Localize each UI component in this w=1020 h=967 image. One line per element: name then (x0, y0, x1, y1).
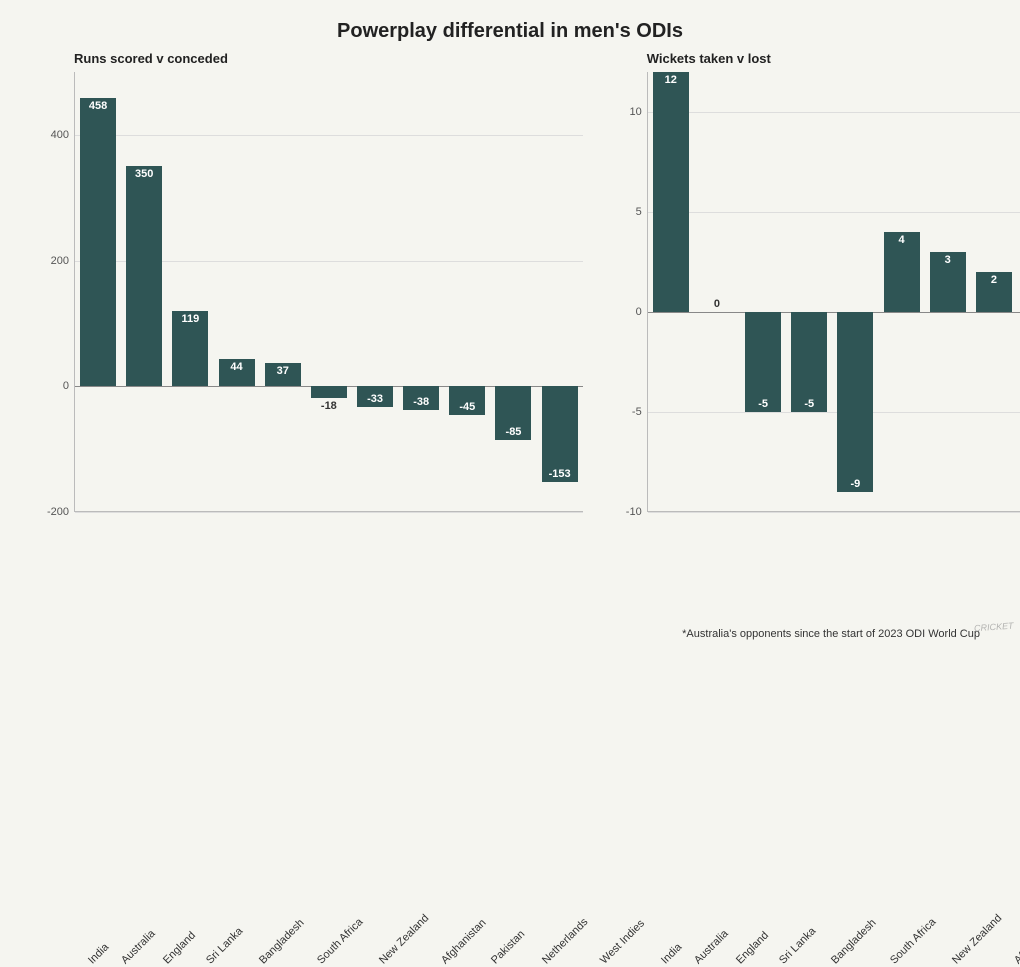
bar-value-label: 458 (89, 100, 107, 112)
y-tick-label: -10 (626, 506, 648, 518)
x-axis-labels: IndiaAustraliaEnglandSri LankaBangladesh… (647, 952, 1020, 964)
x-axis-label: Afghanistan (1012, 917, 1020, 967)
bar: 3 (930, 252, 966, 312)
bar: -45 (449, 386, 485, 414)
bar-slot: 119 (167, 72, 213, 511)
bar: 37 (265, 363, 301, 386)
bar-value-label: -18 (321, 400, 337, 412)
bar-value-label: -9 (851, 478, 861, 490)
bar-value-label: -153 (549, 468, 571, 480)
bar: 4 (884, 232, 920, 312)
bar-value-label: -45 (459, 401, 475, 413)
gridline (648, 512, 1020, 513)
bar: -9 (837, 312, 873, 492)
bar-value-label: 350 (135, 168, 153, 180)
chart-title: Powerplay differential in men's ODIs (0, 0, 1020, 51)
bar-slot: 0 (694, 72, 740, 511)
bar: -38 (403, 386, 439, 410)
bar: 119 (172, 311, 208, 386)
bar-slot: 4 (878, 72, 924, 511)
bar: 350 (126, 166, 162, 386)
bar: 2 (976, 272, 1012, 312)
bar-slot: -153 (537, 72, 583, 511)
logo-watermark: CRICKET (974, 621, 1014, 634)
bar-slot: -5 (740, 72, 786, 511)
bar-slot: -85 (490, 72, 536, 511)
bar-value-label: -38 (413, 396, 429, 408)
bar-value-label: 3 (945, 254, 951, 266)
bar-slot: 44 (213, 72, 259, 511)
y-tick-label: 5 (636, 206, 648, 218)
y-tick-label: 10 (629, 106, 647, 118)
y-tick-label: 200 (51, 255, 75, 267)
x-axis-labels: IndiaAustraliaEnglandSri LankaBangladesh… (74, 952, 627, 964)
charts-container: Runs scored v conceded -2000200400458350… (0, 51, 1020, 524)
bar-slot: 2 (971, 72, 1017, 511)
y-tick-label: -5 (632, 406, 648, 418)
bar-value-label: 44 (230, 361, 242, 373)
y-tick-label: -200 (47, 506, 75, 518)
bar-value-label: -33 (367, 393, 383, 405)
bar-value-label: 2 (991, 274, 997, 286)
bar-slot: 3 (925, 72, 971, 511)
bar-slot: -33 (352, 72, 398, 511)
bar-slot: 458 (75, 72, 121, 511)
bar: -33 (357, 386, 393, 407)
plot-area-wickets: -10-50510120-5-5-9432-2-40 (647, 72, 1020, 512)
bar: 458 (80, 98, 116, 386)
bar (311, 386, 347, 397)
footnote: *Australia's opponents since the start o… (682, 628, 980, 640)
bar: 44 (219, 359, 255, 387)
bar-value-label: 119 (182, 313, 200, 325)
bar-slot: -45 (444, 72, 490, 511)
chart-panel-runs: Runs scored v conceded -200 0 200 400 458 350… (30, 51, 583, 524)
bar-slot: -9 (832, 72, 878, 511)
x-axis-label: West Indies (598, 917, 647, 966)
bars-row: 458 350 119 44 37 -18 -33 -38 -45 -85 -153 (75, 72, 583, 511)
chart-subtitle: Runs scored v conceded (30, 51, 583, 66)
bar-slot: 12 (648, 72, 694, 511)
bar-value-label: -5 (758, 398, 768, 410)
bar-slot: -18 (306, 72, 352, 511)
y-tick-label: 0 (636, 306, 648, 318)
plot-area-runs: -20002004004583501194437-18-33-38-45-85-… (74, 72, 583, 512)
bar-value-label: -5 (804, 398, 814, 410)
bar-value-label: 37 (277, 365, 289, 377)
bar: -5 (745, 312, 781, 412)
y-tick-label: 0 (63, 380, 75, 392)
chart-panel-wickets: Wickets taken v lost -10 -5 0 5 10 12 0 -5 -5 -9 4… (603, 51, 1020, 524)
bar: -5 (791, 312, 827, 412)
bar-slot: 350 (121, 72, 167, 511)
bars-row: 120-5-5-9432-2-40 (648, 72, 1020, 511)
bar: -85 (495, 386, 531, 439)
bar-value-label: 0 (714, 298, 720, 310)
bar-value-label: 12 (665, 74, 677, 86)
y-tick-label: 400 (51, 129, 75, 141)
bar-slot: 37 (260, 72, 306, 511)
bar: 12 (653, 72, 689, 312)
bar-value-label: 4 (899, 234, 905, 246)
bar-slot: -5 (786, 72, 832, 511)
gridline (75, 512, 583, 513)
bar: -153 (542, 386, 578, 482)
chart-subtitle: Wickets taken v lost (603, 51, 1020, 66)
bar-slot: -38 (398, 72, 444, 511)
bar-value-label: -85 (506, 426, 522, 438)
